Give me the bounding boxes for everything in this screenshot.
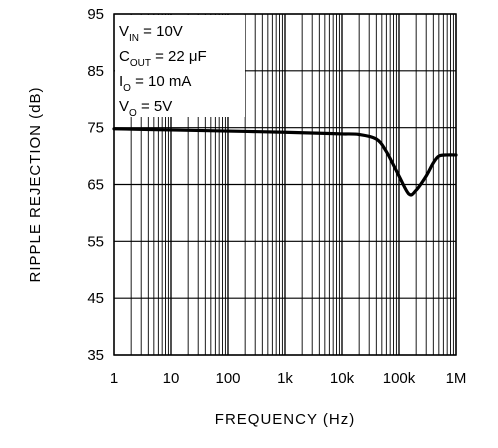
y-tick-label: 75	[87, 120, 104, 137]
y-tick-label: 35	[87, 347, 104, 364]
x-tick-label: 1M	[446, 370, 467, 387]
x-tick-label: 100k	[383, 370, 416, 387]
y-tick-label: 45	[87, 290, 104, 307]
y-axis-label: RIPPLE REJECTION (dB)	[27, 86, 44, 282]
x-tick-label: 10	[163, 370, 180, 387]
x-tick-labels: 1 10 100 1k 10k 100k 1M	[110, 370, 467, 387]
plot-frame	[113, 13, 457, 356]
y-tick-labels: 35 45 55 65 75 85 95	[87, 6, 104, 364]
x-axis-label: FREQUENCY (Hz)	[215, 411, 355, 428]
annotation-line: VO = 5V	[119, 98, 172, 119]
x-tick-label: 1	[110, 370, 118, 387]
y-tick-label: 95	[87, 6, 104, 23]
y-tick-label: 85	[87, 63, 104, 80]
y-tick-label: 55	[87, 233, 104, 250]
x-tick-label: 10k	[330, 370, 355, 387]
y-tick-label: 65	[87, 177, 104, 194]
x-tick-label: 100	[215, 370, 240, 387]
annotation-background	[115, 15, 245, 117]
annotation-line: COUT = 22 μF	[119, 48, 207, 69]
annotation-line: VIN = 10V	[119, 23, 183, 44]
annotation-box: VIN = 10V COUT = 22 μF IO = 10 mA VO = 5V	[115, 15, 245, 119]
series-line	[112, 127, 458, 197]
annotation-line: IO = 10 mA	[119, 73, 191, 94]
x-tick-label: 1k	[277, 370, 293, 387]
